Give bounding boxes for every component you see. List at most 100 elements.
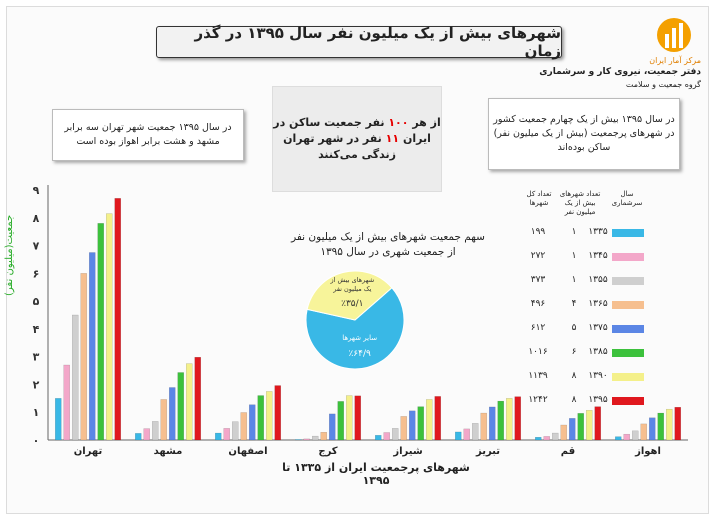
legend-row: ۱۳۴۵ ۱ ۲۷۲: [524, 251, 648, 265]
bar: [594, 406, 601, 441]
legend-year: ۱۳۴۵: [588, 251, 608, 261]
bar: [114, 198, 121, 441]
bar: [632, 430, 639, 441]
center-pre: از هر: [412, 116, 441, 129]
legend-year: ۱۳۹۵: [588, 395, 608, 405]
bar: [543, 436, 550, 441]
y-tick-label: ۱: [33, 406, 40, 419]
bar: [215, 432, 222, 441]
x-tick-label: اصفهان: [228, 446, 267, 457]
pie-slice-value: ٪۳۵/۱: [341, 299, 363, 309]
bar: [615, 436, 622, 441]
legend-count: ۱: [571, 227, 577, 237]
center-fact-box: از هر ۱۰۰ نفر جمعیت ساکن در ایران ۱۱ نفر…: [272, 86, 442, 192]
legend-total: ۴۹۶: [530, 299, 546, 309]
bar: [106, 213, 113, 441]
legend-row: ۱۳۳۵ ۱ ۱۹۹: [524, 227, 648, 241]
bar: [274, 385, 281, 441]
bar: [434, 396, 441, 441]
bar: [375, 435, 382, 441]
bar: [143, 428, 150, 441]
legend-total: ۱۰۱۶: [528, 347, 548, 357]
legend-total: ۳۷۳: [530, 275, 546, 285]
legend-count: ۱: [571, 275, 577, 285]
bar: [409, 410, 416, 441]
legend-swatch: [612, 229, 644, 237]
bar: [329, 413, 336, 441]
legend-swatch: [612, 349, 644, 357]
bar: [649, 417, 656, 441]
bar: [169, 387, 176, 441]
legend-year: ۱۳۵۵: [588, 275, 608, 285]
bar: [383, 432, 390, 441]
org-line-2: گروه جمعیت و سلامت: [625, 80, 701, 89]
bar: [400, 416, 407, 441]
x-tick-label: تهران: [74, 446, 103, 457]
y-tick-label: ۹: [33, 184, 40, 197]
legend-row: ۱۳۶۵ ۴ ۴۹۶: [524, 299, 648, 313]
legend-year: ۱۳۳۵: [588, 227, 608, 237]
pie-slice-label: سایر شهرها: [342, 334, 377, 342]
x-tick-label: شیراز: [392, 446, 422, 457]
legend-count: ۸: [571, 395, 577, 405]
y-tick-label: ۷: [33, 240, 40, 253]
legend-header-year: سال سرشماری: [611, 190, 643, 207]
bar: [72, 314, 79, 441]
center-fact-text: از هر ۱۰۰ نفر جمعیت ساکن در ایران ۱۱ نفر…: [273, 115, 441, 163]
y-tick-label: ۰: [33, 434, 40, 447]
page-title: شهرهای بیش از یک میلیون نفر سال ۱۳۹۵ در …: [156, 24, 562, 60]
x-tick-label: کرج: [318, 446, 337, 457]
logo-icon: [657, 18, 691, 52]
bar: [417, 406, 424, 441]
logo-name: مرکز آمار ایران: [649, 56, 701, 65]
legend-swatch: [612, 325, 644, 333]
info-box-right: در سال ۱۳۹۵ بیش از یک چهارم جمعیت کشور د…: [488, 98, 680, 170]
bar: [194, 357, 201, 441]
legend-count: ۵: [571, 323, 577, 333]
legend-swatch: [612, 373, 644, 381]
legend-total: ۱۹۹: [530, 227, 546, 237]
y-tick-label: ۲: [33, 378, 40, 391]
bar: [63, 364, 70, 441]
pie-slice-value: ٪۶۴/۹: [348, 349, 371, 359]
info-box-left: در سال ۱۳۹۵ جمعیت شهر تهران سه برابر مشه…: [52, 109, 244, 161]
legend-year: ۱۳۶۵: [588, 299, 608, 309]
bar: [346, 395, 353, 441]
legend-count: ۱: [571, 251, 577, 261]
legend-count: ۶: [571, 347, 577, 357]
legend-count: ۴: [571, 299, 577, 309]
legend-swatch: [612, 301, 644, 309]
bar: [455, 431, 462, 441]
legend-total: ۲۷۲: [530, 251, 546, 261]
bar: [463, 428, 470, 441]
legend-row: ۱۳۹۰ ۸ ۱۱۳۹: [524, 371, 648, 385]
bar: [623, 433, 630, 441]
bar: [55, 398, 62, 441]
legend-swatch: [612, 253, 644, 261]
org-line-1: دفتر جمعیت، نیروی کار و سرشماری: [539, 67, 701, 77]
legend-swatch: [612, 277, 644, 285]
center-mid: نفر جمعیت ساکن در ایران: [273, 116, 431, 145]
bar: [426, 399, 433, 441]
legend-total: ۱۱۳۹: [528, 371, 548, 381]
bar: [89, 252, 96, 441]
legend-year: ۱۳۸۵: [588, 347, 608, 357]
bar: [160, 399, 167, 441]
center-num-2: ۱۱: [385, 132, 400, 145]
bar: [80, 273, 87, 441]
x-tick-label: تبریز: [475, 446, 500, 457]
legend-year: ۱۳۹۰: [588, 371, 608, 381]
legend-total: ۶۱۲: [530, 323, 546, 333]
y-tick-label: ۶: [33, 267, 40, 280]
bar: [295, 439, 302, 441]
legend-swatch: [612, 397, 644, 405]
bar: [337, 401, 344, 441]
bar: [489, 406, 496, 441]
y-tick-label: ۸: [33, 212, 40, 225]
legend-row: ۱۳۵۵ ۱ ۳۷۳: [524, 275, 648, 289]
y-tick-label: ۴: [33, 323, 40, 336]
x-tick-label: قم: [561, 446, 575, 457]
bar: [497, 400, 504, 441]
pie-slice: [305, 287, 405, 370]
bar: [312, 435, 319, 441]
